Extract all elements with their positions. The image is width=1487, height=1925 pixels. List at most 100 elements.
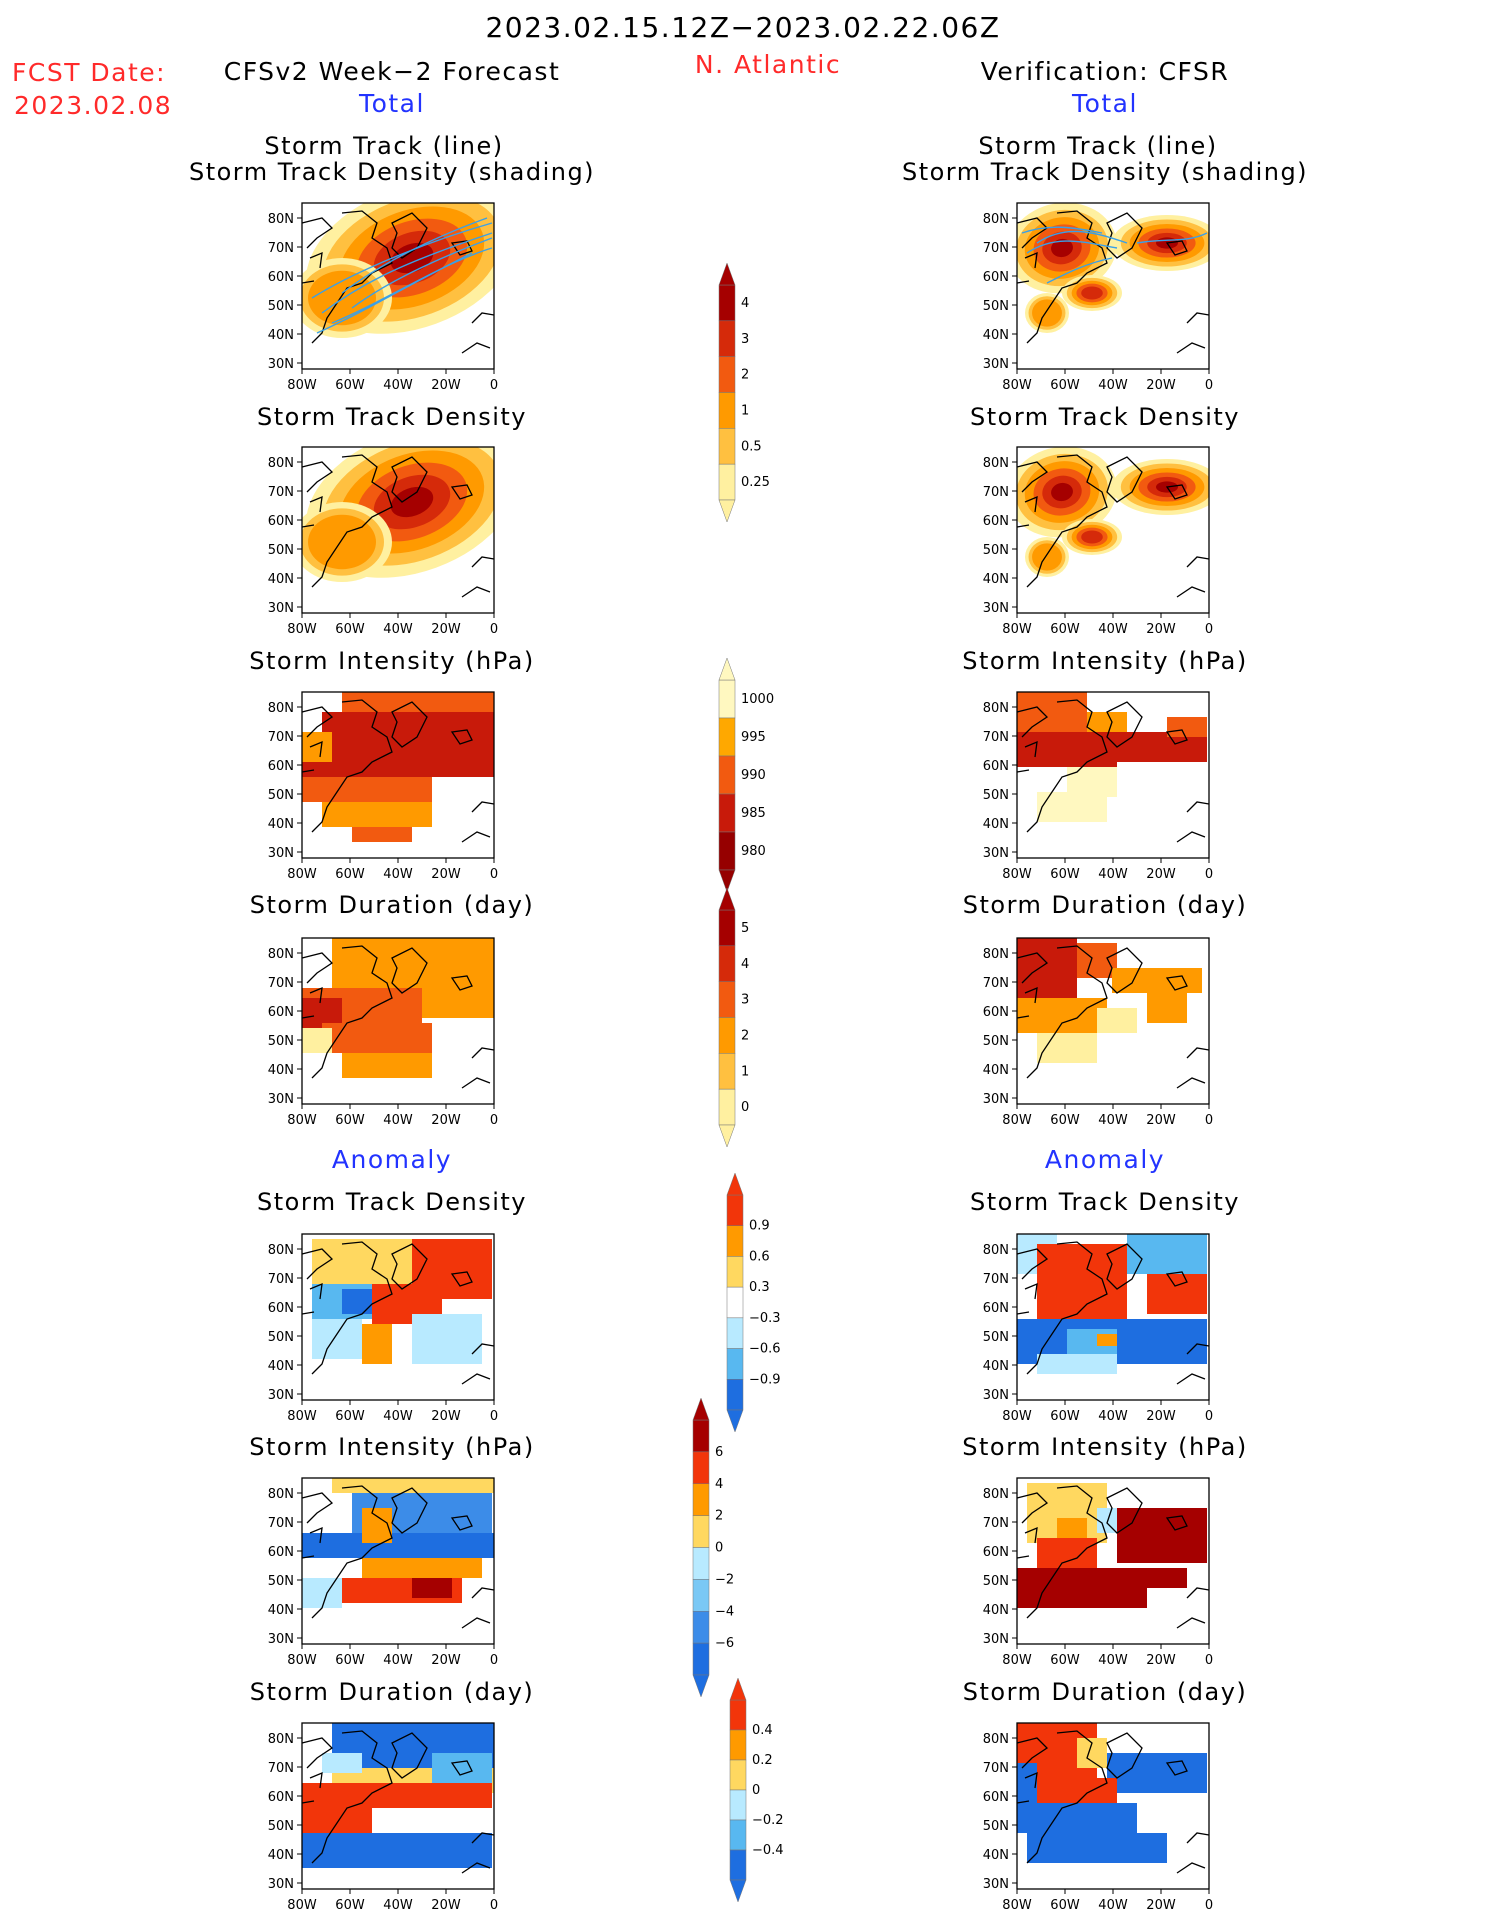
lon-tick-label: 80W xyxy=(287,1653,317,1668)
colorbar-swatch xyxy=(726,1317,744,1349)
lat-tick-label: 60N xyxy=(268,514,294,529)
lat-tick-label: 80N xyxy=(268,1243,294,1258)
map-panel-obs-track: 80N 70N 60N 50N 40N 30N 80W 60W 40W 20W 0 xyxy=(983,202,1213,393)
panel-title-fcst-duration-anom: Storm Duration (day) xyxy=(249,1678,535,1706)
colorbar-swatch xyxy=(718,392,736,429)
lat-tick-label: 40N xyxy=(268,1848,294,1863)
section-total-left: Total xyxy=(359,89,425,118)
map-panel-fcst-density-anom: 80N 70N 60N 50N 40N 30N 80W 60W 40W 20W 0 xyxy=(268,1233,498,1424)
colorbar-swatch xyxy=(718,320,736,357)
colorbar-arrow-bottom xyxy=(718,869,736,893)
lon-tick-label: 20W xyxy=(1146,622,1176,637)
lon-tick-label: 80W xyxy=(287,622,317,637)
lon-tick-label: 60W xyxy=(1050,867,1080,882)
lon-tick-label: 60W xyxy=(335,1898,365,1913)
fcst-date-value: 2023.02.08 xyxy=(14,91,173,120)
colorbar-arrow-top xyxy=(718,887,736,911)
lon-tick-label: 60W xyxy=(1050,1898,1080,1913)
colorbar-label: −2 xyxy=(715,1572,734,1587)
lat-tick-label: 80N xyxy=(983,947,1009,962)
field-shading xyxy=(302,938,494,1078)
colorbar-label: 0.9 xyxy=(749,1219,770,1234)
colorbar-swatch xyxy=(718,717,736,757)
lat-tick-label: 40N xyxy=(983,1063,1009,1078)
storm-track-line xyxy=(1136,232,1208,244)
colorbar-arrow-top xyxy=(729,1677,747,1701)
lat-tick-label: 30N xyxy=(268,1877,294,1892)
lon-tick-label: 20W xyxy=(1146,1898,1176,1913)
colorbar-swatch xyxy=(718,428,736,465)
lat-tick-label: 70N xyxy=(983,730,1009,745)
coastline xyxy=(1016,1485,1210,1629)
colorbar-label: 5 xyxy=(741,921,749,936)
lat-tick-label: 80N xyxy=(983,456,1009,471)
section-anomaly-right: Anomaly xyxy=(1044,1145,1166,1174)
colorbar-label: 995 xyxy=(741,730,766,745)
colorbar-label: 0.4 xyxy=(752,1723,773,1738)
colorbar-arrow-bottom xyxy=(692,1674,710,1698)
panel-title-fcst-track-line: Storm Track (line) xyxy=(264,132,504,160)
lon-tick-label: 60W xyxy=(335,867,365,882)
colorbar-swatch xyxy=(729,1789,747,1821)
coastline xyxy=(301,1485,495,1629)
colorbar-swatch xyxy=(726,1256,744,1288)
map-panel-obs-duration-anom: 80N 70N 60N 50N 40N 30N 80W 60W 40W 20W 0 xyxy=(983,1722,1213,1913)
panel-title-fcst-intensity-anom: Storm Intensity (hPa) xyxy=(249,1433,535,1461)
lat-tick-label: 40N xyxy=(983,572,1009,587)
panel-title-obs-duration: Storm Duration (day) xyxy=(962,891,1248,919)
lon-tick-label: 60W xyxy=(1050,1113,1080,1128)
storm-track-line xyxy=(341,217,488,294)
lon-tick-label: 60W xyxy=(1050,1653,1080,1668)
panel-title-fcst-track-shading: Storm Track Density (shading) xyxy=(188,158,596,186)
lat-tick-label: 60N xyxy=(983,1005,1009,1020)
lat-tick-label: 30N xyxy=(268,601,294,616)
storm-track-line xyxy=(316,252,473,334)
lat-tick-label: 30N xyxy=(983,846,1009,861)
field-shading xyxy=(1017,1234,1207,1374)
lat-tick-label: 50N xyxy=(983,788,1009,803)
storm-track-line xyxy=(1046,257,1113,284)
lon-tick-label: 40W xyxy=(383,1409,413,1424)
lat-tick-label: 50N xyxy=(268,299,294,314)
colorbar-label: 0.2 xyxy=(752,1753,773,1768)
lat-tick-label: 40N xyxy=(268,328,294,343)
lat-tick-label: 30N xyxy=(268,357,294,372)
colorbar-label: 990 xyxy=(741,768,766,783)
lat-tick-label: 40N xyxy=(268,1603,294,1618)
colorbar-swatch xyxy=(718,463,736,501)
colorbar-arrow-bottom xyxy=(718,1124,736,1148)
lon-tick-label: 80W xyxy=(1002,1409,1032,1424)
lat-tick-label: 80N xyxy=(983,1732,1009,1747)
lon-tick-label: 0 xyxy=(1205,1653,1213,1668)
map-panel-fcst-density: 80N 70N 60N 50N 40N 30N 80W 60W 40W 20W 0 xyxy=(268,446,498,637)
lat-tick-label: 70N xyxy=(983,976,1009,991)
lat-tick-label: 50N xyxy=(268,1330,294,1345)
lon-tick-label: 20W xyxy=(1146,867,1176,882)
coastline xyxy=(1016,1730,1210,1874)
colorbar-swatch xyxy=(726,1379,744,1411)
coastline xyxy=(301,1241,495,1385)
lat-tick-label: 60N xyxy=(268,759,294,774)
lon-tick-label: 0 xyxy=(1205,1113,1213,1128)
lon-tick-label: 0 xyxy=(490,1113,498,1128)
panel-title-obs-density: Storm Track Density xyxy=(970,403,1240,431)
lon-tick-label: 20W xyxy=(431,1113,461,1128)
colorbar-label: 1 xyxy=(741,1064,749,1079)
colorbar-swatch xyxy=(726,1225,744,1257)
lat-tick-label: 80N xyxy=(268,1487,294,1502)
colorbar-label: 1000 xyxy=(741,692,774,707)
colorbar-label: 2 xyxy=(741,1028,749,1043)
lat-tick-label: 40N xyxy=(983,1359,1009,1374)
lat-tick-label: 50N xyxy=(983,543,1009,558)
map-panel-fcst-track: 80N 70N 60N 50N 40N 30N 80W 60W 40W 20W 0 xyxy=(268,202,498,393)
colorbar-swatch xyxy=(718,356,736,393)
lon-tick-label: 60W xyxy=(1050,378,1080,393)
colorbar-swatch xyxy=(692,1642,710,1676)
lat-tick-label: 70N xyxy=(983,485,1009,500)
lat-tick-label: 40N xyxy=(983,1848,1009,1863)
lat-tick-label: 50N xyxy=(268,1574,294,1589)
colorbar-label: −0.6 xyxy=(749,1342,781,1357)
map-panel-obs-density-anom: 80N 70N 60N 50N 40N 30N 80W 60W 40W 20W 0 xyxy=(983,1233,1213,1424)
lat-tick-label: 80N xyxy=(268,947,294,962)
lon-tick-label: 80W xyxy=(287,867,317,882)
